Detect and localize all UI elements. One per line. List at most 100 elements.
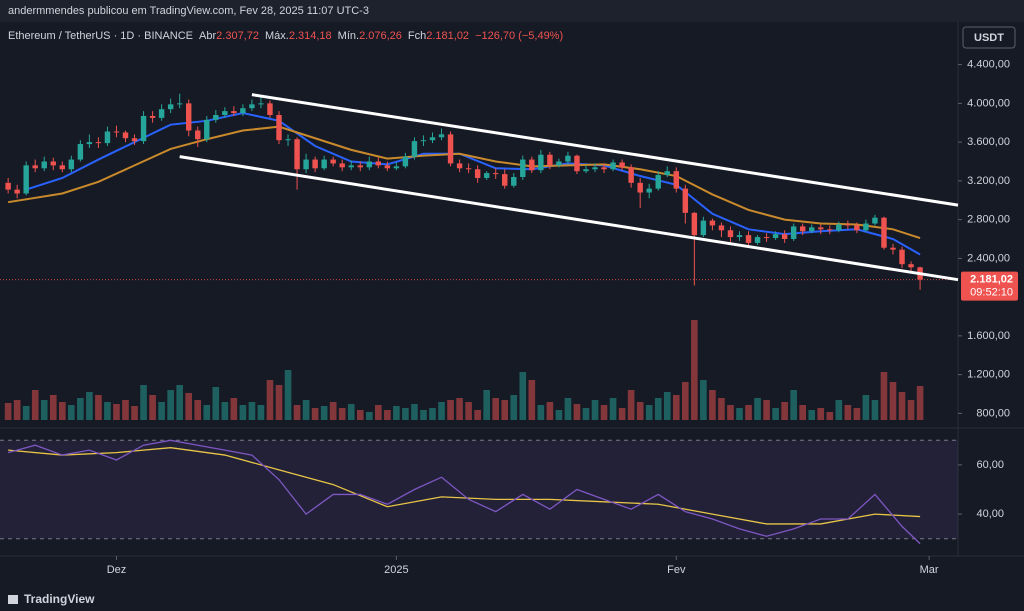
- volume-bar: [718, 398, 725, 420]
- volume-bar: [862, 395, 870, 420]
- volume-bar: [140, 385, 147, 420]
- chart-title: Ethereum / TetherUS · 1D · BINANCE Abr2.3…: [8, 30, 563, 42]
- open-value: 2.307,72: [216, 30, 259, 42]
- candle-body: [628, 167, 634, 183]
- candle-body: [754, 237, 761, 243]
- volume-bar: [700, 380, 707, 420]
- volume-bar: [474, 410, 481, 420]
- brand: TradingView: [24, 592, 95, 606]
- volume-bar: [68, 405, 75, 420]
- volume-bar: [889, 382, 897, 420]
- volume-bar: [465, 402, 472, 420]
- volume-bar: [555, 410, 563, 420]
- y-tick-label: 3.600,00: [967, 136, 1010, 148]
- close-name: Fch: [408, 30, 426, 42]
- candle-body: [718, 225, 725, 231]
- candle-body: [59, 165, 66, 170]
- volume-bar: [582, 408, 590, 420]
- logo-icon: [8, 595, 18, 604]
- candle-body: [781, 234, 788, 239]
- rsi-line: [7, 439, 921, 545]
- candle-body: [818, 227, 824, 230]
- candle-body: [41, 161, 47, 169]
- publisher: andermmendes publicou em TradingView.com…: [8, 5, 369, 17]
- volume-bar: [600, 405, 608, 420]
- volume-bar: [167, 390, 174, 420]
- candle-body: [176, 103, 183, 105]
- candle-body: [592, 167, 598, 170]
- volume-bar: [329, 402, 337, 420]
- candle-body: [393, 166, 400, 169]
- candle-body: [872, 217, 878, 224]
- volume-bar: [916, 386, 924, 420]
- candle-body: [565, 155, 571, 162]
- candle-body: [483, 173, 490, 178]
- candle-body: [763, 237, 770, 239]
- volume-bar: [736, 408, 743, 420]
- volume-bar: [745, 405, 752, 420]
- candle-body: [538, 154, 544, 171]
- volume-bar: [537, 405, 545, 420]
- candle-body: [682, 188, 689, 213]
- volume-bar: [320, 406, 328, 420]
- candle-body: [348, 165, 354, 168]
- moving-average: [25, 112, 921, 256]
- volume-bar: [384, 410, 391, 420]
- volume-bar: [781, 402, 788, 420]
- volume-bar: [880, 372, 888, 420]
- volume-bar: [40, 400, 48, 420]
- volume-bar: [564, 398, 572, 420]
- volume-bar: [519, 372, 527, 420]
- volume-bar: [772, 408, 779, 420]
- volume-bar: [347, 404, 355, 420]
- candle-body: [384, 165, 391, 169]
- candle-body: [222, 111, 228, 115]
- volume-bar: [95, 395, 102, 420]
- currency-button[interactable]: [962, 26, 1016, 49]
- volume-bar: [799, 405, 807, 420]
- candle-body: [267, 103, 273, 115]
- volume-bar: [817, 408, 825, 420]
- candle-body: [772, 234, 779, 239]
- y-tick-label: 2.800,00: [967, 214, 1010, 226]
- volume-bar: [492, 398, 500, 420]
- candle-body: [86, 142, 93, 145]
- volume-bar: [248, 402, 256, 420]
- high-value: 2.314,18: [289, 30, 332, 42]
- volume-bar: [275, 385, 283, 420]
- candle-body: [321, 159, 327, 169]
- volume-bar: [266, 380, 274, 420]
- candle-body: [745, 235, 752, 243]
- volume-bar: [907, 400, 915, 420]
- footer-logo: TradingView: [8, 592, 95, 606]
- volume-bar: [257, 405, 265, 420]
- candle-body: [330, 159, 336, 164]
- candle-body: [646, 188, 652, 193]
- candle-body: [691, 212, 698, 236]
- candle-body: [799, 226, 806, 232]
- candle-body: [366, 161, 373, 168]
- volume-bar: [158, 402, 165, 420]
- symbol: Ethereum / TetherUS · 1D · BINANCE: [8, 30, 193, 42]
- candle-body: [149, 115, 156, 118]
- candle-body: [95, 142, 102, 144]
- candle-body: [673, 171, 679, 189]
- volume-bar: [654, 398, 662, 420]
- panes: [0, 22, 1024, 557]
- volume-bar: [727, 405, 734, 420]
- volume-bar: [898, 392, 906, 420]
- volume-bar: [31, 390, 39, 420]
- candle-body: [899, 249, 905, 265]
- volume-bar: [338, 408, 346, 420]
- volume-bar: [835, 400, 843, 420]
- x-tick-label: Fev: [667, 564, 686, 576]
- candle-body: [158, 109, 165, 118]
- candle-body: [583, 169, 589, 172]
- candle-body: [339, 163, 345, 168]
- candle-body: [619, 162, 625, 168]
- volume-bar: [483, 390, 490, 420]
- volume-bar: [763, 400, 770, 420]
- candle-body: [601, 167, 607, 170]
- volume-bar: [429, 408, 436, 420]
- change: −126,70 (−5,49%): [475, 30, 563, 42]
